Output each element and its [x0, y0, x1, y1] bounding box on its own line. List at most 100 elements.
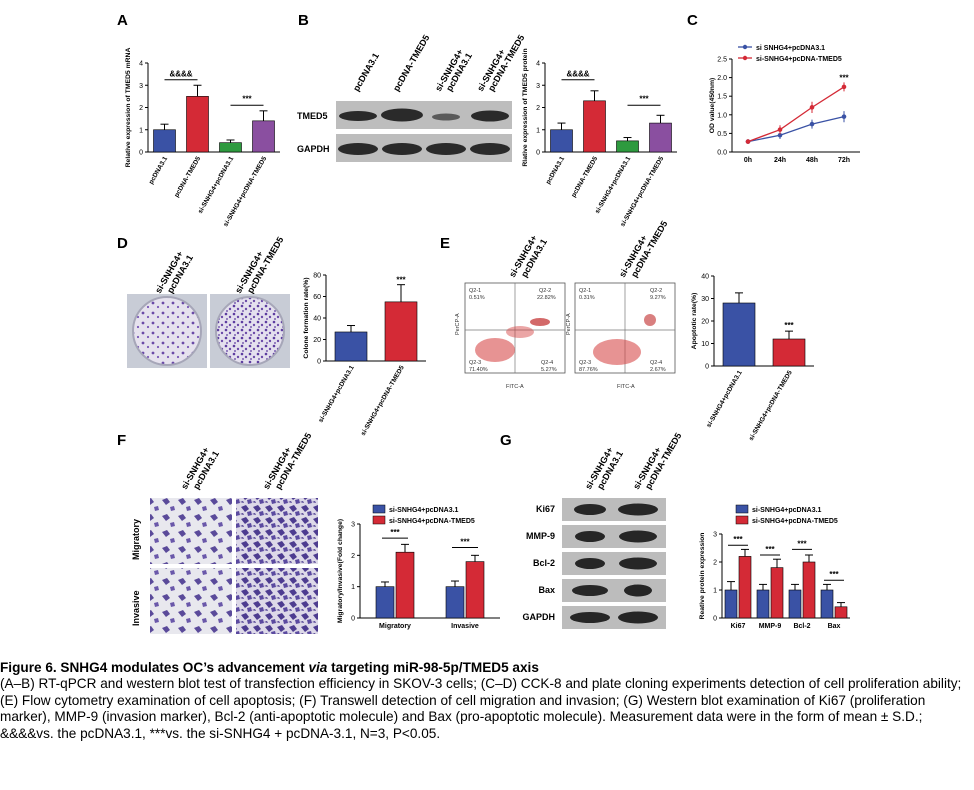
chart-g-sig-label: *** — [765, 545, 775, 554]
chart-g-ylabel: Reative protein expression — [699, 533, 706, 620]
blot-g-row-label: MMP-9 — [526, 531, 555, 541]
chart-a: 0 1 2 3 4 Relative expression of TMED5 mRNA pc… — [125, 48, 280, 228]
chart-a-ytick-label: 1 — [139, 127, 143, 134]
blot-g-band — [574, 504, 606, 515]
chart-c-series-line — [747, 86, 845, 143]
chart-f-sig-label: *** — [390, 528, 400, 537]
flow1-q2: Q2-2 — [539, 288, 551, 294]
flow1-q1-v: 0.51% — [469, 295, 485, 301]
chart-c-legend-marker — [742, 44, 748, 50]
blot-g-row-label: Bax — [538, 585, 555, 595]
chart-b-category-label: pcDNA3.1 — [545, 155, 567, 185]
panel-letter-e: E — [440, 235, 451, 252]
panel-g-blot: si-SNHG4+ pcDNA3.1 si-SNHG4+ pcDNA-TMED5… — [522, 431, 683, 629]
chart-g-ytick-label: 1 — [713, 588, 717, 595]
blot-g-band — [618, 503, 658, 516]
chart-c-xtick-label: 72h — [838, 157, 850, 164]
flow2-q1: Q2-1 — [579, 288, 591, 294]
chart-c-ytick-label: 2.5 — [717, 57, 727, 64]
chart-c-ytick-label: 0.0 — [717, 150, 727, 157]
figure-caption: Figure 6. SNHG4 modulates OC’s advanceme… — [0, 660, 974, 742]
panel-e-flow: si-SNHG4+ pcDNA3.1 si-SNHG4+ pcDNA-TMED5… — [455, 219, 676, 390]
figure-canvas: pcDNA3.1 pcDNA-TMED5 si-SNHG4+ pcDNA3.1 … — [125, 33, 860, 634]
flow2-q4-v: 2.67% — [650, 367, 666, 373]
chart-b-ylabel: Rlative expression of TMED5 protein — [522, 48, 529, 166]
chart-d-ytick-label: 20 — [313, 337, 321, 344]
chart-c-ytick-label: 2.0 — [717, 75, 727, 82]
chart-a-sig-label: &&&& — [169, 70, 192, 79]
flow2-q4: Q2-4 — [650, 360, 662, 366]
transwell-img-4 — [236, 568, 318, 634]
chart-g-bar — [756, 589, 770, 619]
chart-g-sig-label: *** — [829, 570, 839, 579]
chart-g-sig-label: *** — [797, 539, 807, 548]
chart-g-bar — [738, 556, 752, 619]
chart-b-ytick-label: 2 — [536, 105, 540, 112]
chart-g-ytick-label: 2 — [713, 560, 717, 567]
flow2-xlabel: FITC-A — [617, 384, 635, 390]
chart-c-xtick-label: 0h — [744, 157, 752, 164]
blot-b-lane-1: pcDNA3.1 — [351, 51, 381, 93]
chart-g-ytick-label: 0 — [713, 616, 717, 623]
chart-c-point — [777, 127, 783, 132]
chart-a-category-label: pcDNA-TMED5 — [173, 155, 202, 199]
caption-body: (A–B) RT-qPCR and western blot test of t… — [0, 676, 962, 741]
blot-g-band — [619, 557, 657, 570]
flow1-q3: Q2-3 — [469, 360, 481, 366]
chart-f-legend-swatch — [372, 515, 386, 525]
chart-c-point — [777, 132, 783, 138]
panel-letter-f: F — [117, 432, 127, 449]
chart-g-category-label: Ki67 — [731, 623, 746, 630]
chart-d-ylabel: Colone formation rate(%) — [303, 277, 310, 358]
chart-e-category-label: si-SNHG4+pcDNA-TMED5 — [748, 369, 794, 442]
chart-e-sig-label: *** — [784, 321, 794, 330]
chart-c-legend-marker — [742, 55, 748, 61]
chart-c-point — [745, 139, 751, 144]
chart-c-xtick-label: 48h — [806, 157, 818, 164]
blot-g-band — [575, 531, 605, 542]
chart-a-bar — [186, 96, 209, 153]
chart-b-ytick-label: 3 — [536, 83, 540, 90]
chart-a-bar — [252, 120, 275, 153]
flow1-q3-v: 71.40% — [469, 367, 488, 373]
chart-a-category-label: pcDNA3.1 — [148, 155, 170, 185]
chart-b-bar — [550, 129, 573, 153]
blot-g-band — [572, 585, 608, 596]
chart-f: 0 1 2 3 Migratory/Invasive(Fold change) Migra… — [337, 504, 500, 630]
chart-d-category-label: si-SNHG4+pcDNA3.1 — [317, 364, 355, 424]
chart-b-ytick-label: 1 — [536, 127, 540, 134]
chart-a-ylabel: Relative expression of TMED5 mRNA — [125, 48, 132, 168]
blot-g-band — [575, 558, 605, 569]
chart-c-legend-label: si SNHG4+pcDNA3.1 — [756, 45, 825, 52]
chart-b-ytick-label: 4 — [536, 61, 540, 68]
chart-g: 0 1 2 3 Reative protein expression Ki67 *** MMP… — [699, 504, 850, 630]
chart-f-ytick-label: 1 — [351, 584, 355, 591]
chart-f-ytick-label: 0 — [351, 616, 355, 623]
chart-e-ytick-label: 40 — [701, 274, 709, 281]
chart-e-category-label: si-SNHG4+pcDNA3.1 — [705, 369, 743, 429]
chart-g-bar — [834, 606, 848, 619]
chart-c-ytick-label: 0.5 — [717, 131, 727, 138]
chart-b-bar — [616, 140, 639, 153]
chart-d-sig-label: *** — [396, 276, 406, 285]
chart-f-ytick-label: 2 — [351, 553, 355, 560]
chart-g-category-label: MMP-9 — [759, 623, 782, 630]
panel-d-images: si-SNHG4+ pcDNA3.1 si-SNHG4+ pcDNA-TMED5 — [127, 235, 290, 368]
chart-c-ylabel: OD value(450nm) — [709, 78, 716, 134]
blot-g-row-label: GAPDH — [522, 612, 555, 622]
chart-f-legend-label: si-SNHG4+pcDNA-TMED5 — [389, 518, 475, 525]
chart-b-category-label: si-SNHG4+pcDNA3.1 — [594, 155, 632, 215]
flow1-xlabel: FITC-A — [506, 384, 524, 390]
chart-g-bar — [770, 567, 784, 619]
chart-c-point — [809, 121, 815, 127]
chart-c: 0.0 0.5 1.0 1.5 2.0 2.5 OD value(450nm) 0h 24h 48… — [709, 44, 860, 164]
chart-c-xtick-label: 24h — [774, 157, 786, 164]
blot-g-band — [619, 530, 657, 543]
chart-c-point — [841, 114, 847, 119]
blot-g-band — [570, 612, 610, 623]
chart-a-ytick-label: 2 — [139, 105, 143, 112]
chart-b-sig-label: *** — [639, 94, 649, 103]
chart-g-bar — [820, 589, 834, 619]
chart-c-point — [841, 84, 847, 90]
panel-letter-a: A — [117, 12, 128, 29]
